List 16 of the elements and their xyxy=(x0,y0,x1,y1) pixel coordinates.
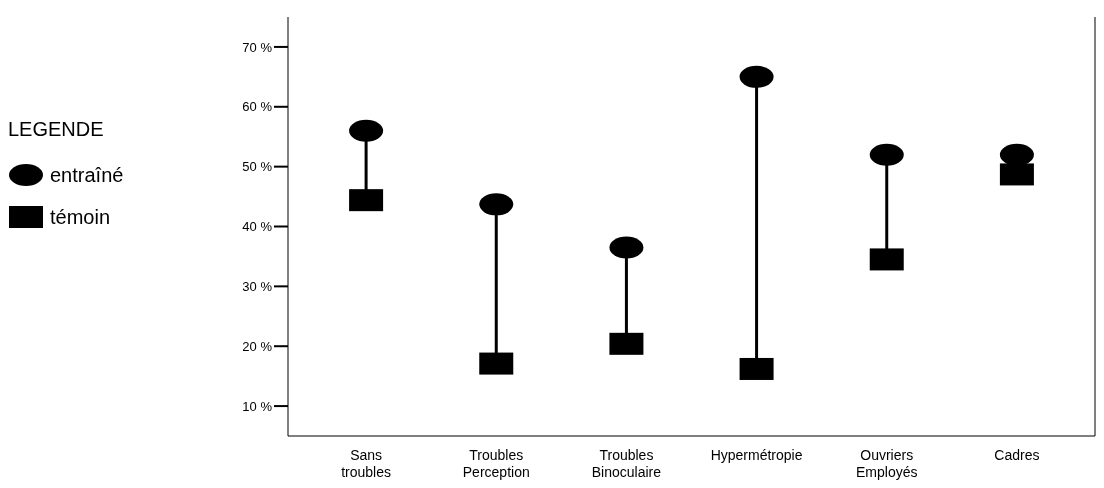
x-tick-label: Troubles Perception xyxy=(462,447,530,480)
legend-label: témoin xyxy=(50,205,111,229)
x-tick-label: Hypermétropie xyxy=(710,447,803,463)
y-tick-label: 30 % xyxy=(242,278,273,294)
y-tick-label: 50 % xyxy=(242,159,273,175)
x-tick-label: Sans troubles xyxy=(341,447,391,480)
x-tick-label: Ouvriers Employés xyxy=(856,447,918,480)
y-tick-label: 40 % xyxy=(242,219,273,235)
x-tick-label: Cadres xyxy=(994,447,1040,463)
y-tick-label: 10 % xyxy=(242,398,273,414)
y-tick-label: 60 % xyxy=(242,99,273,115)
y-tick-label: 70 % xyxy=(242,39,273,55)
y-tick-label: 20 % xyxy=(242,338,273,354)
legend-title: LEGENDE xyxy=(8,118,105,141)
x-tick-label: Troubles Binoculaire xyxy=(591,447,662,480)
legend-label: entraîné xyxy=(50,163,124,187)
